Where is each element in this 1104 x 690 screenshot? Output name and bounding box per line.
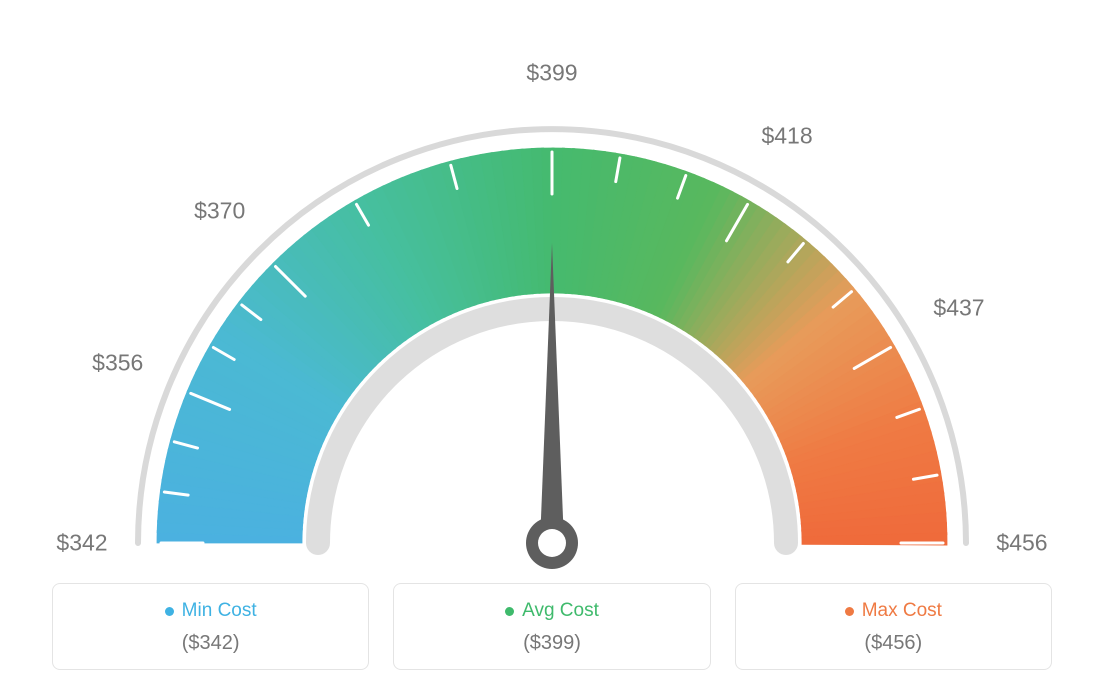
legend-card-avg: Avg Cost ($399) [393, 583, 710, 670]
gauge-tick-label: $356 [92, 350, 143, 377]
legend-label: Max Cost [862, 600, 942, 622]
legend-title-avg: Avg Cost [505, 600, 599, 622]
legend-value: ($456) [746, 632, 1041, 655]
legend-title-max: Max Cost [845, 600, 942, 622]
legend-label: Avg Cost [522, 600, 599, 622]
dot-icon [165, 607, 174, 616]
legend-value: ($399) [404, 632, 699, 655]
gauge-tick-label: $456 [996, 530, 1047, 557]
gauge-tick-label: $342 [56, 530, 107, 557]
legend-label: Min Cost [182, 600, 257, 622]
legend: Min Cost ($342) Avg Cost ($399) Max Cost… [52, 583, 1052, 670]
gauge-tick-label: $418 [761, 122, 812, 149]
legend-title-min: Min Cost [165, 600, 257, 622]
legend-value: ($342) [63, 632, 358, 655]
gauge-tick-label: $437 [933, 294, 984, 321]
legend-card-max: Max Cost ($456) [735, 583, 1052, 670]
dot-icon [505, 607, 514, 616]
gauge-tick-label: $399 [526, 60, 577, 87]
gauge-tick-label: $370 [194, 197, 245, 224]
cost-gauge: $342 $356 $370 $399 $418 $437 $456 [0, 23, 1104, 583]
dot-icon [845, 607, 854, 616]
legend-card-min: Min Cost ($342) [52, 583, 369, 670]
